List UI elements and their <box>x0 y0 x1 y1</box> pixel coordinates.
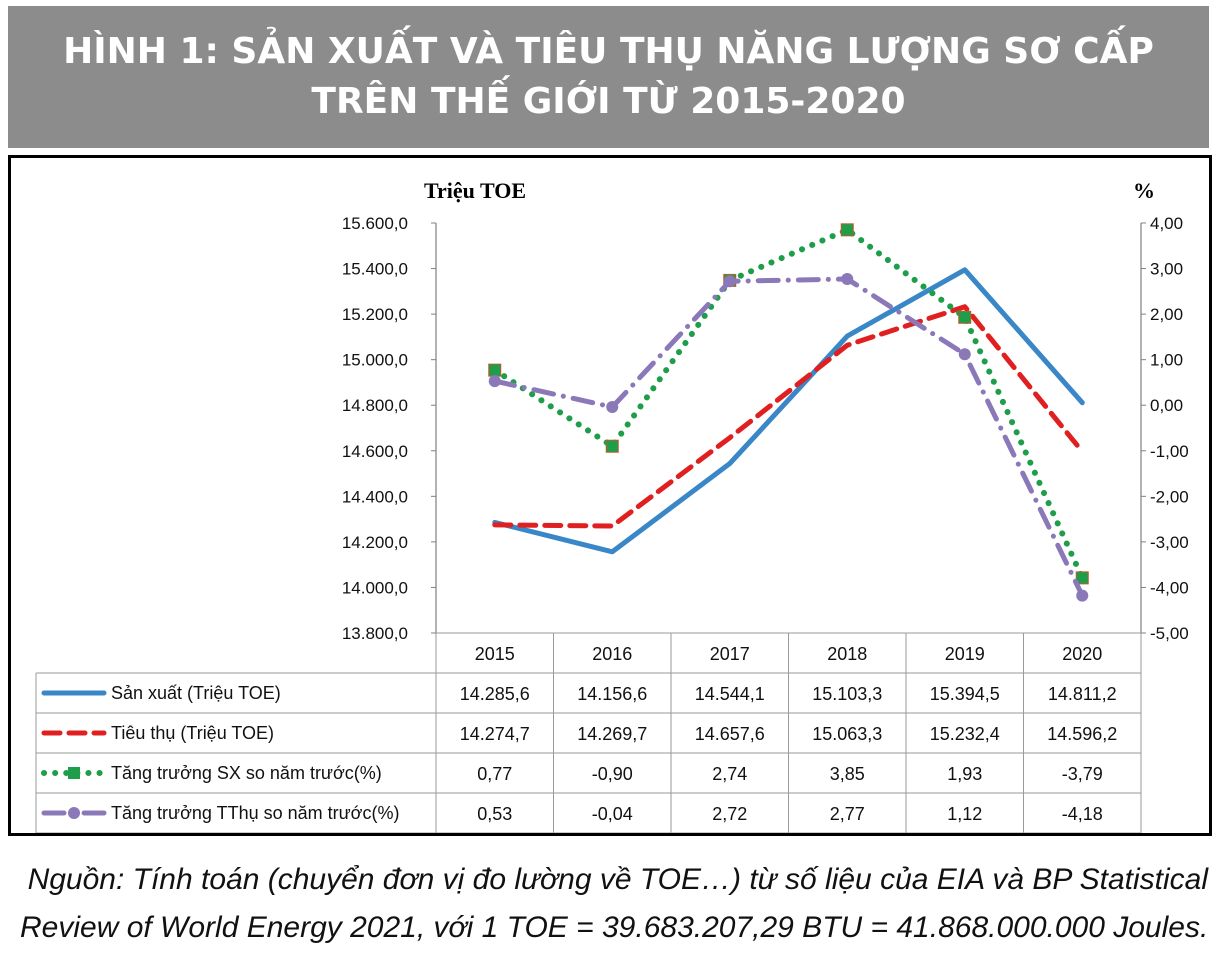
right-tick-label: 1,00 <box>1150 351 1183 370</box>
table-value-cell: 3,85 <box>830 764 865 784</box>
figure-title-line-2: TRÊN THẾ GIỚI TỪ 2015-2020 <box>311 81 906 122</box>
table-value-cell: 15.103,3 <box>812 684 882 704</box>
table-value-cell: -4,18 <box>1062 804 1103 824</box>
right-tick-label: 0,00 <box>1150 396 1183 415</box>
category-label: 2018 <box>827 644 867 664</box>
series-3-marker <box>958 310 972 324</box>
left-tick-label: 14.400,0 <box>342 487 408 506</box>
table-value-cell: 14.285,6 <box>460 684 530 704</box>
legend-key-marker-3 <box>68 767 80 779</box>
table-value-cell: 14.544,1 <box>695 684 765 704</box>
series-4-marker <box>958 348 971 361</box>
right-tick-label: 2,00 <box>1150 305 1183 324</box>
series-4-marker <box>488 375 501 388</box>
table-value-cell: 14.274,7 <box>460 724 530 744</box>
table-value-cell: 15.394,5 <box>930 684 1000 704</box>
table-value-cell: -0,04 <box>592 804 633 824</box>
table-value-cell: 0,77 <box>477 764 512 784</box>
left-tick-label: 15.400,0 <box>342 260 408 279</box>
series-3-marker <box>1075 571 1089 585</box>
series-4-marker <box>723 275 736 288</box>
table-value-cell: 1,93 <box>947 764 982 784</box>
right-tick-label: -4,00 <box>1150 578 1189 597</box>
series-3-marker <box>488 363 502 377</box>
category-label: 2015 <box>475 644 515 664</box>
table-value-cell: 2,74 <box>712 764 747 784</box>
table-value-cell: 14.596,2 <box>1047 724 1117 744</box>
series-3-marker <box>840 223 854 237</box>
table-value-cell: 2,72 <box>712 804 747 824</box>
table-value-cell: 1,12 <box>947 804 982 824</box>
category-label: 2019 <box>945 644 985 664</box>
left-axis-label: Triệu TOE <box>424 178 526 203</box>
right-axis-label: % <box>1133 178 1155 203</box>
left-tick-label: 14.600,0 <box>342 442 408 461</box>
left-tick-label: 14.800,0 <box>342 396 408 415</box>
legend-key-marker-4 <box>68 807 80 819</box>
left-tick-label: 14.200,0 <box>342 533 408 552</box>
series-4-marker <box>1076 589 1089 602</box>
left-tick-label: 15.600,0 <box>342 214 408 233</box>
right-tick-label: -1,00 <box>1150 442 1189 461</box>
series-4-marker <box>606 401 619 414</box>
table-value-cell: 14.156,6 <box>577 684 647 704</box>
right-tick-label: 4,00 <box>1150 214 1183 233</box>
table-value-cell: 2,77 <box>830 804 865 824</box>
left-tick-label: 13.800,0 <box>342 624 408 643</box>
table-value-cell: 15.232,4 <box>930 724 1000 744</box>
category-label: 2016 <box>592 644 632 664</box>
right-tick-label: 3,00 <box>1150 260 1183 279</box>
series-line-4 <box>492 276 1085 599</box>
right-tick-label: -2,00 <box>1150 487 1189 506</box>
table-value-cell: -0,90 <box>592 764 633 784</box>
right-tick-label: -5,00 <box>1150 624 1189 643</box>
right-tick-label: -3,00 <box>1150 533 1189 552</box>
table-value-cell: 15.063,3 <box>812 724 882 744</box>
table-value-cell: -3,79 <box>1062 764 1103 784</box>
source-note-line-2: Review of World Energy 2021, với 1 TOE =… <box>20 911 1209 944</box>
series-line-2 <box>492 304 1085 529</box>
source-note: Nguồn: Tính toán (chuyển đơn vị đo lường… <box>20 856 1208 952</box>
legend-series-name: Tăng trưởng SX so năm trước(%) <box>111 763 382 783</box>
legend-series-name: Sản xuất (Triệu TOE) <box>111 683 281 703</box>
table-value-cell: 0,53 <box>477 804 512 824</box>
left-tick-label: 15.000,0 <box>342 351 408 370</box>
series-line-3 <box>491 226 1086 581</box>
category-label: 2020 <box>1062 644 1102 664</box>
line-chart-with-data-table: Triệu TOE % 15.600,0 15.400,0 15.200,0 15.000… <box>35 178 1189 833</box>
table-value-cell: 14.269,7 <box>577 724 647 744</box>
left-tick-label: 14.000,0 <box>342 578 408 597</box>
series-4-marker <box>841 273 854 286</box>
legend-series-name: Tăng trưởng TThụ so năm trước(%) <box>111 803 399 823</box>
series-line-1 <box>492 267 1085 555</box>
legend-series-name: Tiêu thụ (Triệu TOE) <box>111 723 274 743</box>
table-value-cell: 14.811,2 <box>1048 684 1117 704</box>
source-note-line-1: Nguồn: Tính toán (chuyển đơn vị đo lường… <box>27 863 1208 896</box>
left-tick-label: 15.200,0 <box>342 305 408 324</box>
chart-frame: Triệu TOE% 15.600,0 15.400,0 15.200,0 15.000… <box>8 155 1212 836</box>
figure-title-line-1: HÌNH 1: SẢN XUẤT VÀ TIÊU THỤ NĂNG LƯỢNG … <box>63 31 1154 72</box>
category-label: 2017 <box>710 644 750 664</box>
series-3-marker <box>605 439 619 453</box>
figure-title-banner: HÌNH 1: SẢN XUẤT VÀ TIÊU THỤ NĂNG LƯỢNG … <box>8 6 1209 148</box>
table-value-cell: 14.657,6 <box>695 724 765 744</box>
